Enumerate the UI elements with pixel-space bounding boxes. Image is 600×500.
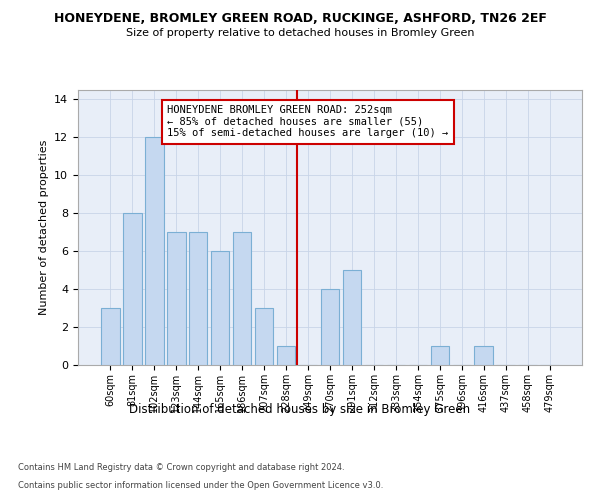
Bar bbox=[123, 214, 142, 365]
Text: Contains HM Land Registry data © Crown copyright and database right 2024.: Contains HM Land Registry data © Crown c… bbox=[18, 464, 344, 472]
Bar bbox=[211, 251, 229, 365]
Bar bbox=[277, 346, 295, 365]
Bar bbox=[320, 289, 340, 365]
Bar bbox=[233, 232, 251, 365]
Bar bbox=[189, 232, 208, 365]
Text: HONEYDENE, BROMLEY GREEN ROAD, RUCKINGE, ASHFORD, TN26 2EF: HONEYDENE, BROMLEY GREEN ROAD, RUCKINGE,… bbox=[53, 12, 547, 26]
Bar bbox=[255, 308, 274, 365]
Text: Contains public sector information licensed under the Open Government Licence v3: Contains public sector information licen… bbox=[18, 481, 383, 490]
Bar bbox=[145, 138, 164, 365]
Bar bbox=[167, 232, 185, 365]
Text: HONEYDENE BROMLEY GREEN ROAD: 252sqm
← 85% of detached houses are smaller (55)
1: HONEYDENE BROMLEY GREEN ROAD: 252sqm ← 8… bbox=[167, 105, 449, 138]
Bar bbox=[101, 308, 119, 365]
Text: Distribution of detached houses by size in Bromley Green: Distribution of detached houses by size … bbox=[130, 402, 470, 415]
Y-axis label: Number of detached properties: Number of detached properties bbox=[38, 140, 49, 315]
Text: Size of property relative to detached houses in Bromley Green: Size of property relative to detached ho… bbox=[126, 28, 474, 38]
Bar bbox=[475, 346, 493, 365]
Bar bbox=[343, 270, 361, 365]
Bar bbox=[431, 346, 449, 365]
